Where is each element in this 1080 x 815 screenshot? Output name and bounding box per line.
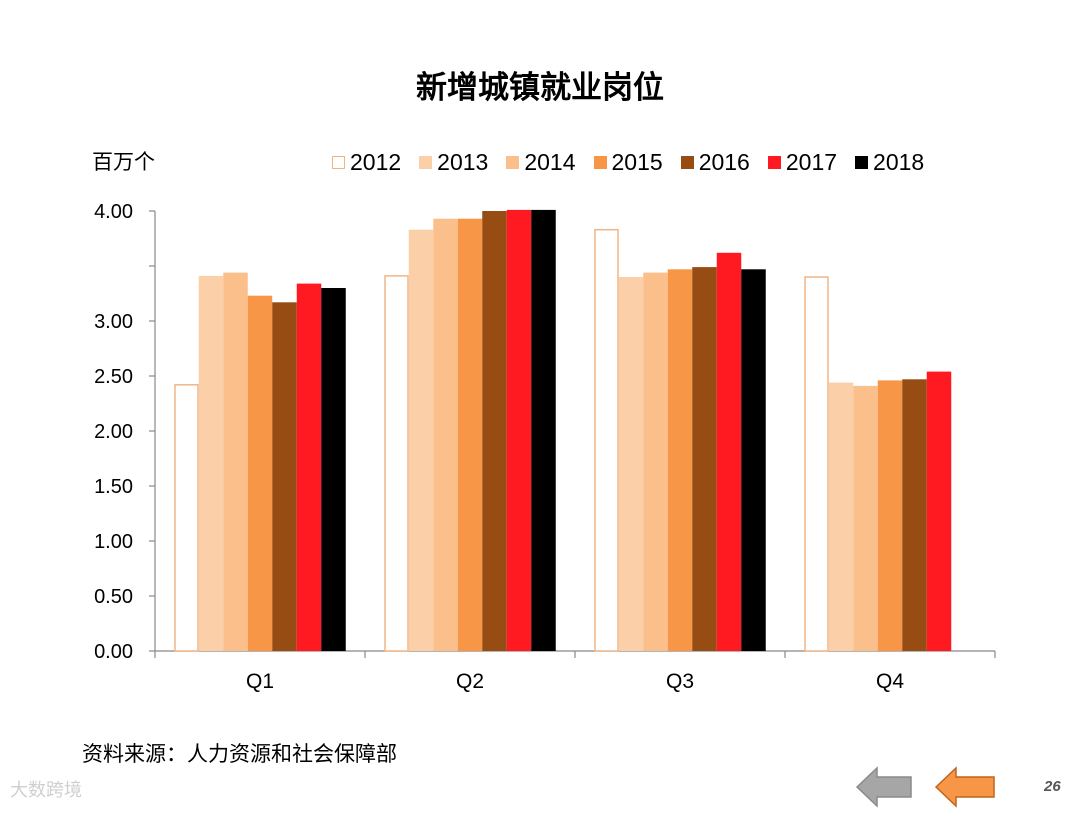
- y-tick-label: 2.00: [94, 421, 133, 443]
- watermark-logo: 大数跨境: [10, 780, 82, 801]
- y-tick-label: 2.50: [94, 366, 133, 388]
- chart-legend: 2012 2013 2014 2015 2016 2017 2018: [332, 148, 924, 176]
- bar-q2-2018: [531, 209, 556, 651]
- forward-arrow-button[interactable]: [934, 764, 996, 810]
- legend-swatch: [419, 155, 433, 169]
- x-tick-label: Q2: [456, 670, 484, 693]
- chart-title: 新增城镇就业岗位: [416, 70, 664, 106]
- legend-swatch: [593, 155, 607, 169]
- y-tick-label: 0.00: [94, 641, 133, 663]
- legend-item-2013: 2013: [419, 149, 488, 176]
- bar-q3-2016: [692, 267, 717, 651]
- legend-item-2016: 2016: [680, 148, 750, 176]
- y-tick-label: 4.00: [94, 201, 133, 223]
- bar-q1-2018: [321, 288, 346, 651]
- x-tick-label: Q1: [246, 670, 274, 693]
- bar-q1-2014: [223, 272, 248, 651]
- legend-swatch: [506, 155, 520, 169]
- legend-swatch: [332, 155, 345, 169]
- x-tick-label: Q4: [876, 670, 904, 693]
- left-arrow-icon: [934, 766, 995, 808]
- legend-label: 2013: [437, 148, 489, 175]
- back-arrow-button[interactable]: [855, 764, 917, 810]
- bar-q2-2014: [433, 218, 458, 651]
- bar-q2-2015: [457, 218, 483, 651]
- bar-q3-2014: [643, 272, 668, 651]
- legend-swatch: [855, 155, 869, 169]
- legend-label: 2016: [698, 148, 750, 175]
- y-tick-label: 1.50: [94, 476, 133, 498]
- bar-q4-2015: [877, 380, 903, 651]
- bar-q3-2018: [741, 269, 766, 651]
- bar-chart: 0.00 0.50 1.00 1.50 2.00 2.50 3.00 4.00 Q1 Q2 Q3 Q4: [94, 201, 996, 693]
- bar-q2-2016: [482, 211, 507, 651]
- bar-q4-2012: [804, 276, 829, 652]
- y-axis-unit-label: 百万个: [92, 150, 155, 174]
- legend-label: 2015: [611, 148, 663, 175]
- bar-q3-2013: [618, 277, 644, 651]
- bar-q2-2017: [506, 209, 532, 651]
- y-tick-label: 3.00: [94, 311, 133, 333]
- legend-swatch: [767, 155, 781, 169]
- legend-item-2018: 2018: [855, 149, 924, 176]
- bar-q1-2017: [296, 283, 322, 651]
- x-tick-label: Q3: [666, 670, 694, 693]
- bar-q2-2013: [408, 229, 434, 651]
- source-note: 资料来源：人力资源和社会保障部: [82, 742, 397, 766]
- bar-q1-2015: [247, 295, 273, 651]
- legend-label: 2018: [873, 148, 925, 175]
- legend-swatch: [680, 155, 694, 169]
- bar-q4-2017: [926, 371, 952, 651]
- bar-q4-2016: [902, 379, 927, 651]
- legend-label: 2017: [785, 148, 838, 175]
- legend-item-2014: 2014: [506, 148, 576, 176]
- bar-q4-2014: [853, 385, 878, 651]
- legend-item-2012: 2012: [332, 149, 401, 176]
- legend-item-2017: 2017: [767, 148, 838, 176]
- bar-q3-2015: [667, 269, 693, 651]
- left-arrow-icon: [855, 766, 912, 808]
- bar-q2-2012: [384, 275, 409, 652]
- y-tick-label: 1.00: [94, 531, 133, 553]
- bar-q1-2013: [198, 275, 224, 651]
- bar-q4-2013: [828, 382, 854, 651]
- legend-item-2015: 2015: [593, 148, 663, 176]
- legend-label: 2014: [524, 148, 576, 175]
- page-number: 26: [1044, 778, 1061, 795]
- legend-label: 2012: [350, 148, 402, 175]
- bar-q3-2017: [716, 252, 742, 652]
- y-tick-label: 0.50: [94, 586, 133, 608]
- bar-q1-2016: [272, 302, 297, 651]
- bar-q1-2012: [174, 384, 199, 652]
- bar-q3-2012: [594, 228, 619, 652]
